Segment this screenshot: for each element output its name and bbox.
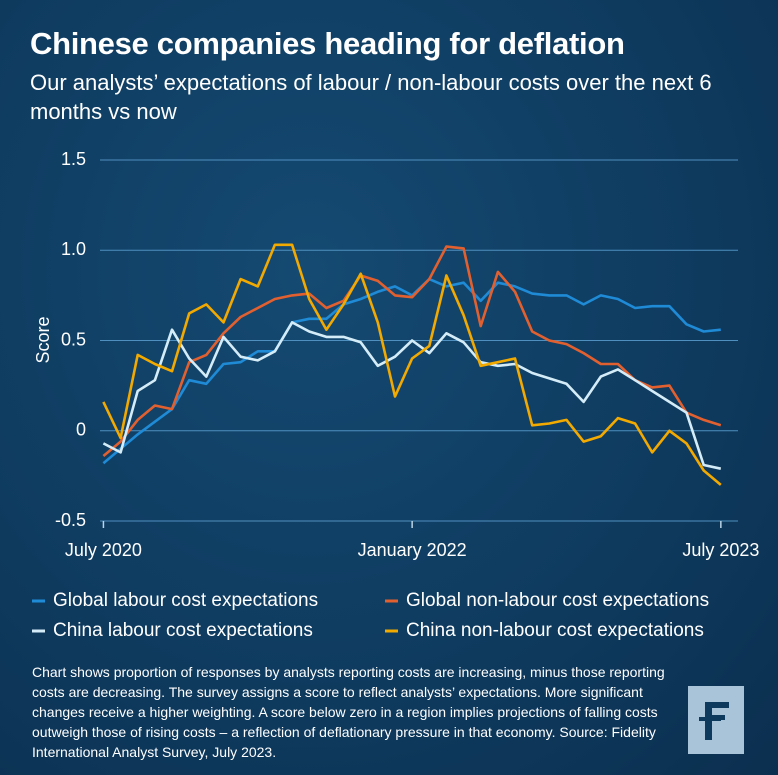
series-line	[102, 321, 722, 470]
chart: Score -0.5 0 0.5 1.0 1.5 July 2020 January 202…	[32, 149, 759, 641]
logo-glyph	[705, 702, 729, 740]
y-tick-label: -0.5	[55, 510, 86, 530]
y-tick-label: 0	[76, 420, 86, 440]
y-tick-label: 1.5	[61, 149, 86, 169]
legend-label: Global non-labour cost expectations	[406, 590, 709, 611]
y-tick-label: 0.5	[61, 329, 86, 349]
logo-bar	[699, 717, 721, 721]
logo	[688, 686, 744, 754]
footnote: Chart shows proportion of responses by a…	[32, 664, 665, 760]
chart-title: Chinese companies heading for deflation	[30, 26, 625, 61]
chart-subtitle: Our analysts’ expectations of labour / n…	[30, 70, 712, 124]
legend-label: China labour cost expectations	[53, 620, 313, 641]
series-line	[102, 277, 721, 465]
y-axis-label: Score	[33, 316, 53, 363]
legend-label: Global labour cost expectations	[53, 590, 318, 611]
x-tick-label: July 2020	[65, 540, 142, 560]
x-tick-label: July 2023	[682, 540, 759, 560]
x-tick-label: January 2022	[358, 540, 467, 560]
y-tick-label: 1.0	[61, 239, 86, 259]
series-line	[102, 245, 722, 457]
series-line	[102, 243, 722, 486]
legend-label: China non-labour cost expectations	[406, 620, 704, 641]
